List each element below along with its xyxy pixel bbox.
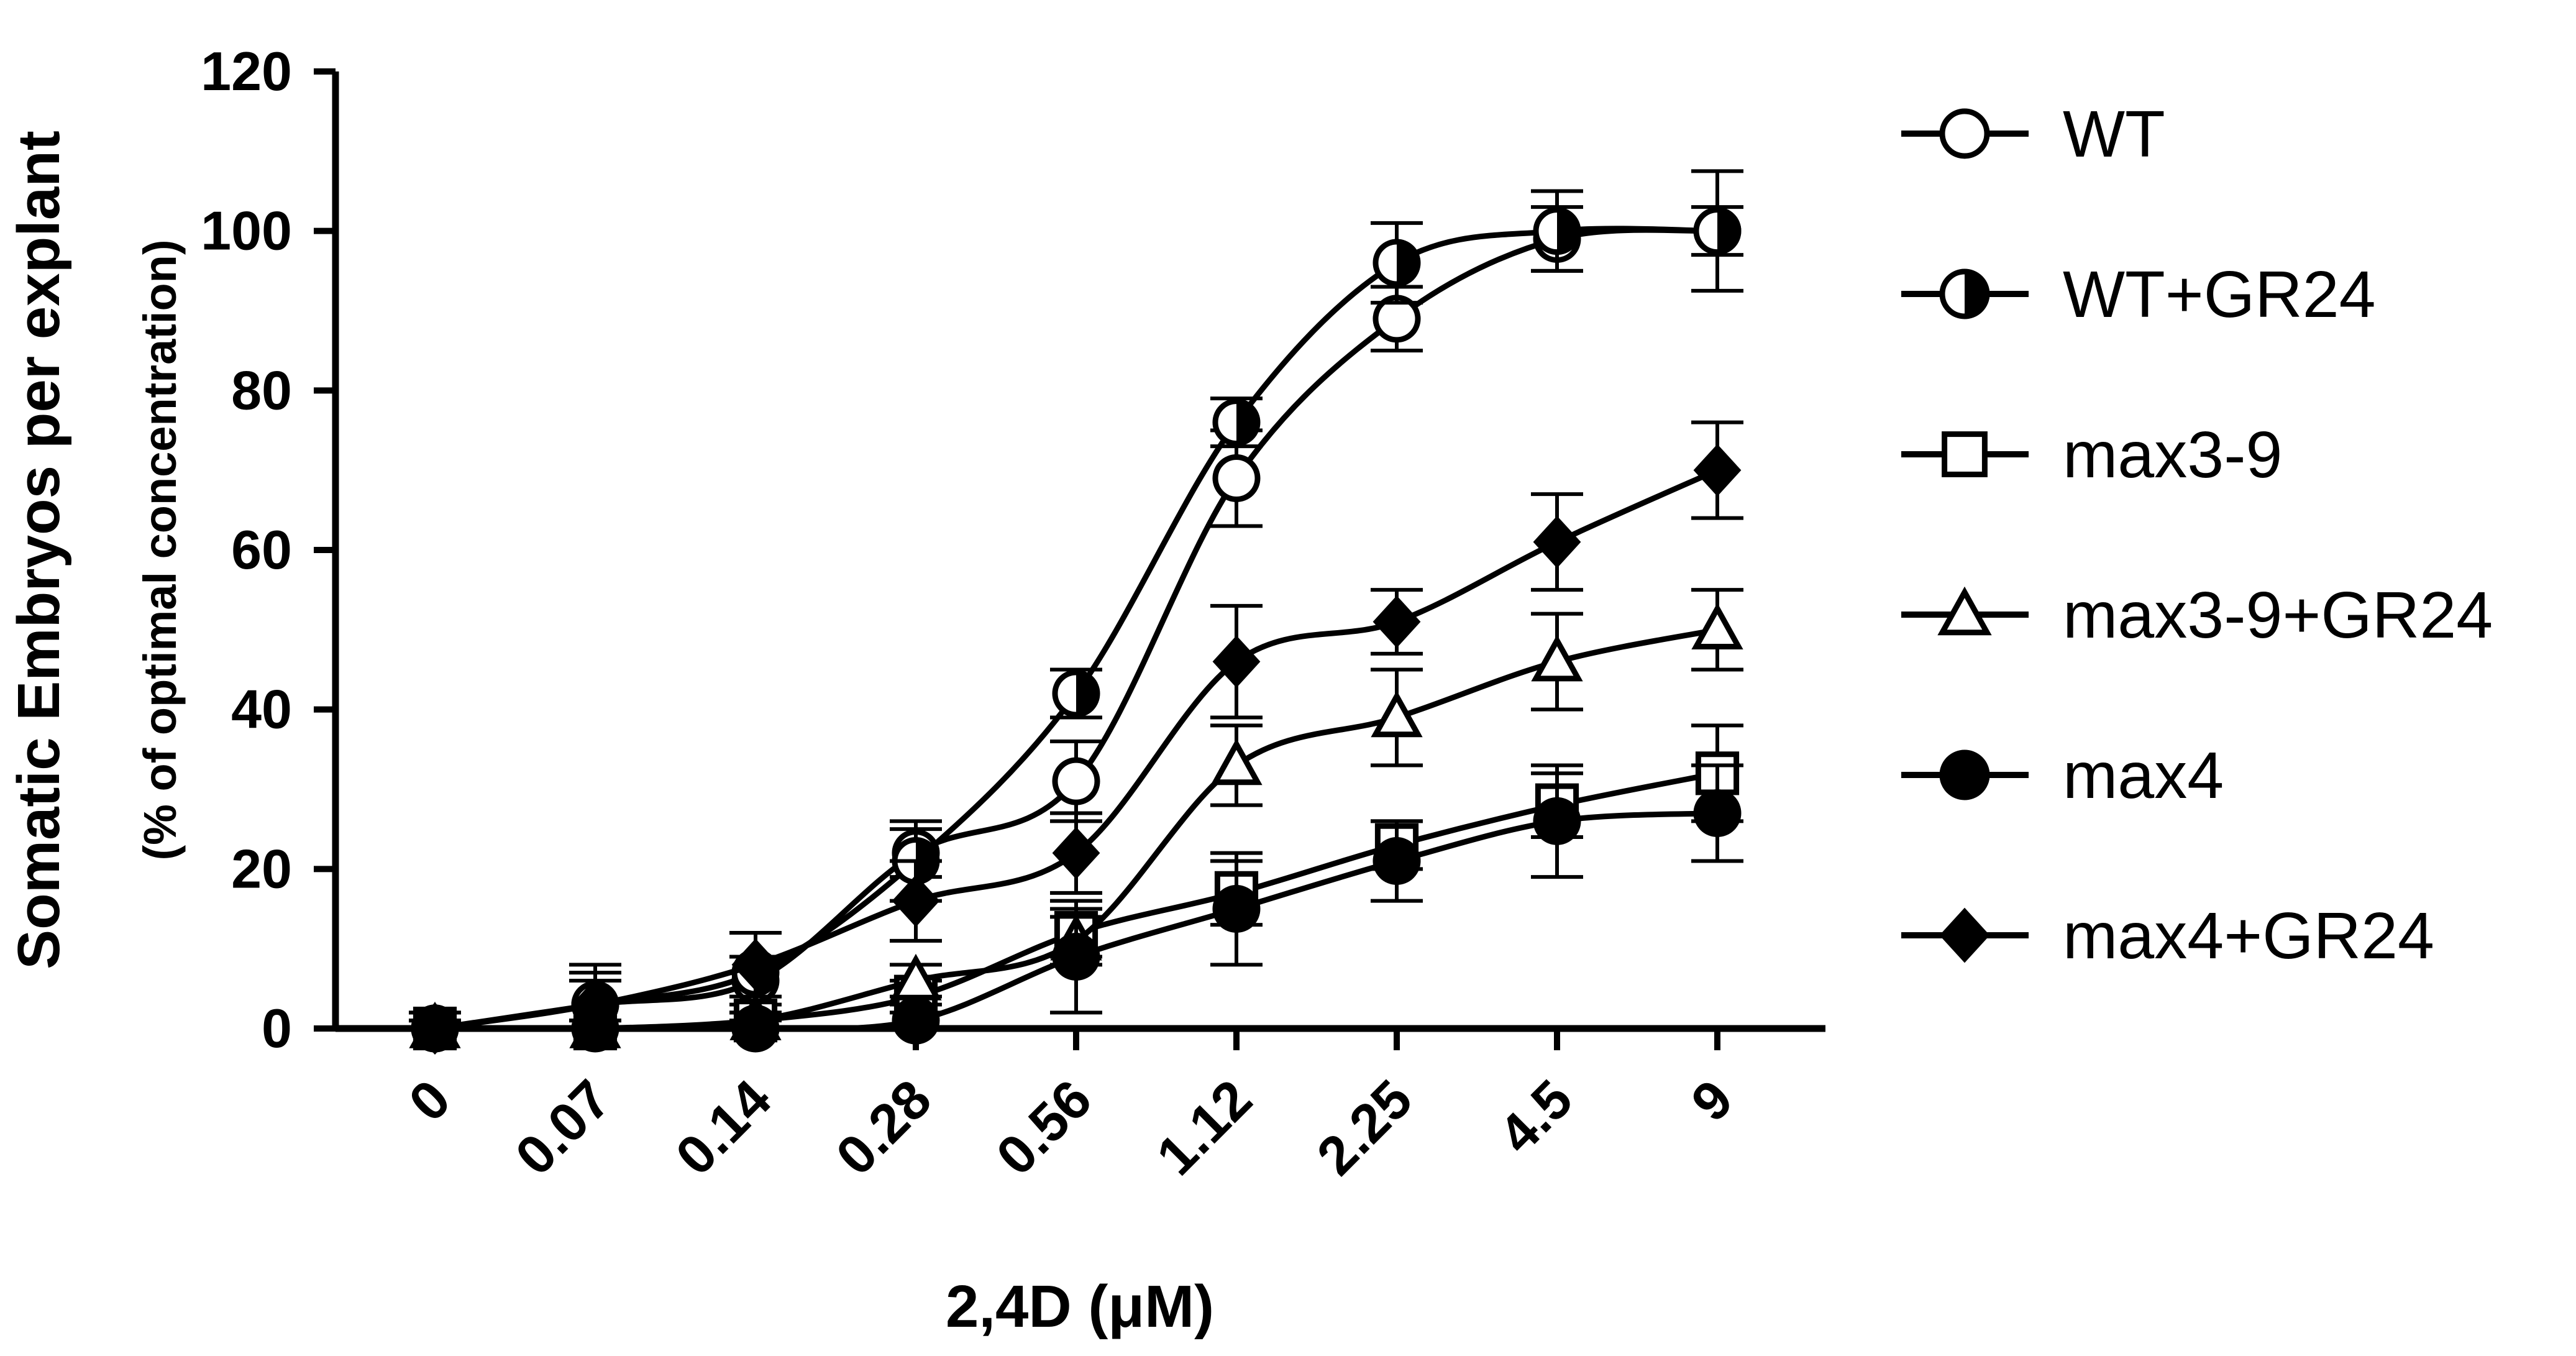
x-tick-label: 9: [1679, 1068, 1745, 1133]
data-point: [1693, 444, 1742, 497]
data-point: [1531, 634, 1583, 682]
legend-label: WT: [2063, 98, 2165, 171]
data-point: [1210, 738, 1263, 786]
legend-marker: [1939, 907, 1990, 963]
legend-marker: [1942, 431, 1988, 477]
y-axis-title: Somatic Embryos per explant: [6, 131, 72, 969]
y-tick-label: 0: [262, 997, 292, 1059]
data-point: [1212, 885, 1261, 933]
legend-marker: [1939, 749, 1990, 800]
y-tick-label: 40: [231, 679, 292, 740]
data-point: [1693, 789, 1742, 837]
legend-item-max3-9-gr24: max3-9+GR24: [1901, 579, 2493, 652]
legend-marker: [1939, 268, 1990, 319]
data-point: [1371, 690, 1423, 738]
y-tick-label: 60: [231, 519, 292, 580]
data-point: [1052, 827, 1100, 879]
data-point: [1533, 207, 1581, 255]
y-tick-label: 120: [201, 40, 292, 102]
legend-item-max4-gr24: max4+GR24: [1901, 899, 2434, 973]
legend-label: max4: [2063, 739, 2224, 812]
legend: WT WT+GR24 max3-9 max3-9+GR24 max4 max4+GR24: [1901, 98, 2493, 973]
x-tick-label: 4.5: [1487, 1068, 1584, 1165]
x-axis-title: 2,4D (μM): [946, 1273, 1214, 1340]
data-point: [1052, 933, 1100, 981]
x-tick-label: 0.07: [503, 1068, 622, 1186]
data-point: [1693, 207, 1742, 255]
legend-label: max4+GR24: [2063, 899, 2434, 973]
data-point: [1372, 595, 1421, 648]
legend-label: WT+GR24: [2063, 258, 2376, 331]
data-point: [1691, 603, 1743, 650]
legend-marker: [1937, 586, 1992, 636]
data-point: [1212, 398, 1261, 447]
legend-label: max3-9: [2063, 418, 2282, 492]
data-point: [1533, 797, 1581, 845]
data-point: [892, 874, 940, 927]
legend-label: max3-9+GR24: [2063, 579, 2493, 652]
x-tick-label: 1.12: [1144, 1068, 1263, 1186]
y-tick-label: 80: [231, 359, 292, 421]
data-point: [1052, 669, 1100, 718]
y-axis-subtitle: (% of optimal concentration): [134, 240, 186, 861]
plot-area: [409, 169, 1743, 1055]
series-max4-gr24: [409, 420, 1743, 1055]
legend-item-wt-gr24: WT+GR24: [1901, 258, 2376, 331]
data-point: [1212, 635, 1261, 688]
y-tick-label: 100: [201, 200, 292, 262]
legend-item-wt: WT: [1901, 98, 2165, 171]
data-point: [1372, 837, 1421, 885]
x-tick-label: 0.56: [984, 1068, 1103, 1186]
x-tick-label: 0.28: [824, 1068, 943, 1186]
y-tick-label: 20: [231, 838, 292, 899]
x-tick-label: 2.25: [1305, 1068, 1423, 1186]
x-tick-label: 0: [397, 1068, 462, 1133]
data-point: [731, 938, 780, 991]
data-point: [1533, 516, 1581, 569]
legend-item-max4: max4: [1901, 739, 2224, 812]
x-tick-label: 0.14: [664, 1068, 782, 1186]
legend-item-max3-9: max3-9: [1901, 418, 2282, 492]
data-point: [1052, 757, 1100, 805]
data-point: [1212, 454, 1261, 502]
legend-marker: [1939, 108, 1990, 159]
data-point: [1372, 239, 1421, 287]
series-line-wt: [434, 227, 1718, 1032]
